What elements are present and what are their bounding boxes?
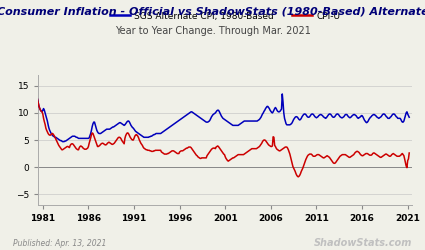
Text: Published: Apr. 13, 2021: Published: Apr. 13, 2021 (13, 238, 106, 248)
Text: Consumer Inflation - Official vs ShadowStats (1980-Based) Alternate: Consumer Inflation - Official vs ShadowS… (0, 6, 425, 16)
Legend: SGS Alternate CPI, 1980-Based, CPI-U: SGS Alternate CPI, 1980-Based, CPI-U (106, 8, 344, 24)
Text: ShadowStats.com: ShadowStats.com (314, 238, 412, 248)
Text: Year to Year Change. Through Mar. 2021: Year to Year Change. Through Mar. 2021 (115, 26, 310, 36)
